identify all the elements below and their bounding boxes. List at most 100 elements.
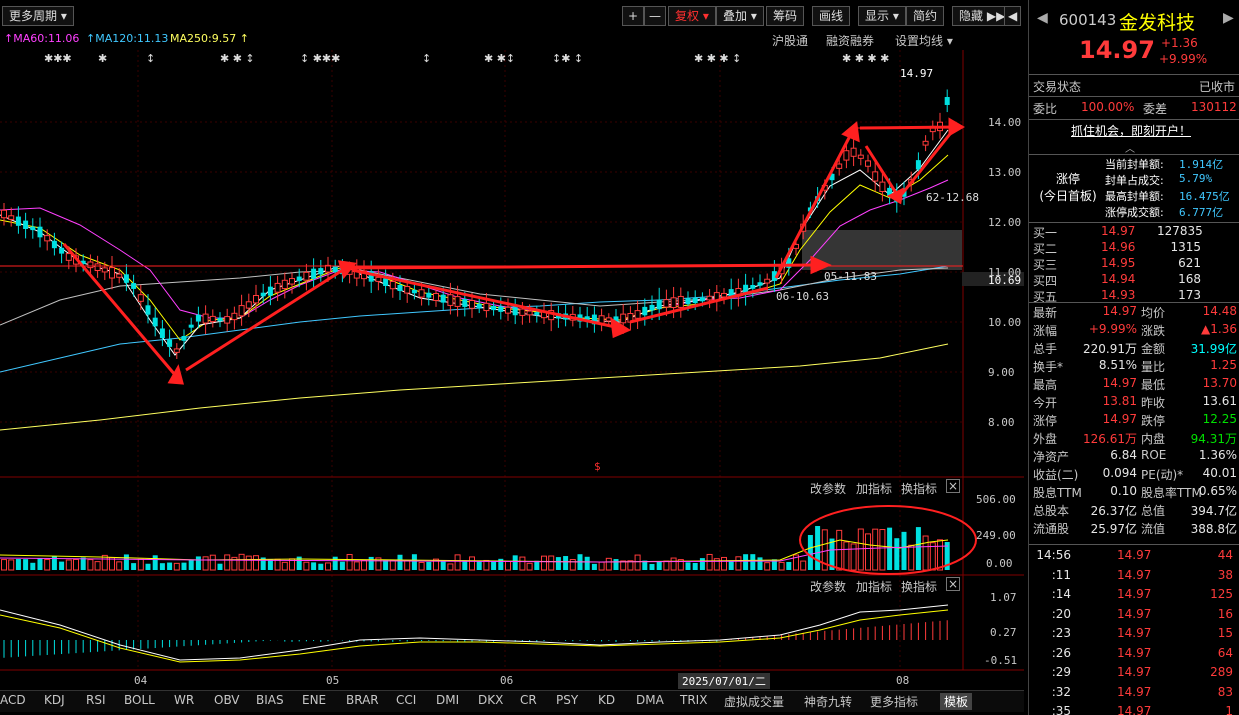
indicator-tab[interactable]: DMI <box>436 693 460 707</box>
indicator-tab[interactable]: DKX <box>478 693 504 707</box>
volume-bar <box>743 554 749 570</box>
next-stock-icon[interactable]: ▶ <box>1223 10 1234 26</box>
overlay-dropdown[interactable]: 叠加 ▾ <box>716 6 764 26</box>
zoom-in-button[interactable]: + <box>622 6 645 26</box>
volume-bar <box>548 555 555 571</box>
indicator-tab[interactable]: CR <box>520 693 537 707</box>
candle-body <box>836 163 843 169</box>
event-marker-9[interactable]: ✱ ✱ ✱ ↕ <box>694 52 742 65</box>
volume-bar <box>332 556 338 570</box>
open-account-link[interactable]: 抓住机会，即刻开户！ <box>1071 124 1192 138</box>
bid-row[interactable]: 买一 14.97 127835 <box>1029 224 1239 242</box>
ma-settings-link[interactable]: 设置均线 ▾ <box>895 34 953 48</box>
zoom-out-button[interactable]: — <box>644 6 666 26</box>
limit-up-stat-value: 6.777亿 <box>1179 206 1224 219</box>
candle-body <box>692 297 698 304</box>
tick-volume: 125 <box>1210 587 1233 601</box>
quote-label: 量比 <box>1141 360 1166 374</box>
event-marker-4[interactable]: ✱ ✱ ↕ <box>220 52 255 65</box>
collapse-panel-button[interactable]: ◀ <box>1004 6 1022 26</box>
candle-body <box>433 293 439 301</box>
simple-button[interactable]: 简约 <box>906 6 945 26</box>
macd-add-indicator[interactable]: 加指标 <box>856 580 893 594</box>
candle-body <box>116 273 123 278</box>
quote-label: 收益(二) <box>1033 468 1079 482</box>
period-dropdown[interactable]: 更多周期 ▾ <box>2 6 74 26</box>
volume-bar <box>361 559 367 571</box>
volume-bar <box>202 556 209 571</box>
tick-row: :26 14.97 64 <box>1029 646 1239 664</box>
candle-body <box>469 300 475 309</box>
macd-change-params[interactable]: 改参数 <box>810 580 847 594</box>
dollar-marker[interactable]: $ <box>594 460 601 473</box>
indicator-tab[interactable]: KDJ <box>44 693 65 707</box>
indicator-tab[interactable]: BIAS <box>256 693 284 707</box>
indicator-tab[interactable]: 更多指标 <box>870 695 919 709</box>
candle-body <box>101 267 108 273</box>
quote-label: 均价 <box>1141 306 1166 320</box>
candle-body <box>584 316 590 322</box>
prev-stock-icon[interactable]: ◀ <box>1037 10 1048 26</box>
event-marker-8[interactable]: ↕✱ ↕ <box>552 52 584 65</box>
indicator-tab[interactable]: 虚拟成交量 <box>724 695 785 709</box>
indicator-tab[interactable]: BOLL <box>124 693 155 707</box>
volume-bar <box>786 561 792 570</box>
indicator-tab[interactable]: DMA <box>636 693 664 707</box>
display-dropdown[interactable]: 显示 ▾ <box>858 6 906 26</box>
vol-change-params[interactable]: 改参数 <box>810 482 847 496</box>
vol-add-indicator[interactable]: 加指标 <box>856 482 893 496</box>
macd-switch-indicator[interactable]: 换指标 <box>901 580 938 594</box>
event-marker-7[interactable]: ✱ ✱↕ <box>484 52 516 65</box>
tick-time: :14 <box>1051 587 1071 601</box>
volume-bar <box>598 561 605 571</box>
volume-bar <box>339 561 345 570</box>
price-tick: 12.00 <box>988 216 1022 229</box>
divider <box>1029 74 1239 75</box>
vol-close-button[interactable]: × <box>946 479 960 493</box>
event-marker-1[interactable]: ✱✱✱ <box>44 52 72 65</box>
bid-row[interactable]: 买三 14.95 621 <box>1029 256 1239 274</box>
indicator-tab[interactable]: OBV <box>214 693 240 707</box>
indicator-tab[interactable]: ACD <box>0 693 26 707</box>
event-marker-3[interactable]: ↕ <box>146 52 156 65</box>
hide-button[interactable]: 隐藏 ▶▶ <box>952 6 1013 26</box>
kline-chart-area[interactable]: 更多周期 ▾ + — 复权 ▾ 叠加 ▾ 筹码 画线 显示 ▾ 简约 隐藏 ▶▶… <box>0 0 1024 715</box>
chips-button[interactable]: 筹码 <box>766 6 805 26</box>
quote-value: 31.99亿 <box>1190 342 1237 356</box>
event-marker-10[interactable]: ✱ ✱ ✱ ✱ <box>842 52 890 65</box>
volume-bars <box>1 526 950 571</box>
hugutong-link[interactable]: 沪股通 <box>772 34 809 48</box>
quote-value: 0.10 <box>1110 484 1137 498</box>
indicator-tab[interactable]: TRIX <box>680 693 708 707</box>
price-tick: 11.00 <box>988 266 1022 279</box>
indicator-tab[interactable]: CCI <box>396 693 417 707</box>
indicator-tab[interactable]: KD <box>598 693 616 707</box>
collapse-arrow[interactable]: ︿ <box>1029 140 1239 155</box>
macd-close-button[interactable]: × <box>946 577 960 591</box>
event-marker-2[interactable]: ✱ <box>98 52 108 65</box>
indicator-tab[interactable]: WR <box>174 693 195 707</box>
vol-switch-indicator[interactable]: 换指标 <box>901 482 938 496</box>
quote-value: 126.61万 <box>1083 432 1137 446</box>
tick-row: 14:56 14.97 44 <box>1029 548 1239 566</box>
chevron-up-icon[interactable]: ︿ <box>1125 144 1135 155</box>
indicator-tab[interactable]: PSY <box>556 693 579 707</box>
bid-row[interactable]: 买四 14.94 168 <box>1029 272 1239 290</box>
event-marker-5[interactable]: ↕ ✱✱✱ <box>300 52 341 65</box>
margin-trading-link[interactable]: 融资融券 <box>826 34 875 48</box>
event-marker-6[interactable]: ↕ <box>422 52 432 65</box>
bid-row[interactable]: 买五 14.93 173 <box>1029 288 1239 306</box>
fuquan-dropdown[interactable]: 复权 ▾ <box>668 6 716 26</box>
quote-value: 14.97 <box>1102 412 1137 426</box>
candle-body <box>267 286 273 296</box>
volume-bar <box>59 561 65 570</box>
indicator-tab[interactable]: 模板 <box>940 693 973 710</box>
draw-line-button[interactable]: 画线 <box>812 6 851 26</box>
bid-row[interactable]: 买二 14.96 1315 <box>1029 240 1239 258</box>
indicator-tab[interactable]: BRAR <box>346 693 379 707</box>
quote-label: 股息TTM <box>1033 486 1082 500</box>
indicator-tab[interactable]: RSI <box>86 693 106 707</box>
indicator-tab[interactable]: ENE <box>302 693 327 707</box>
indicator-tab[interactable]: 神奇九转 <box>804 695 853 709</box>
open-account-banner[interactable]: 抓住机会，即刻开户！ <box>1029 122 1239 140</box>
